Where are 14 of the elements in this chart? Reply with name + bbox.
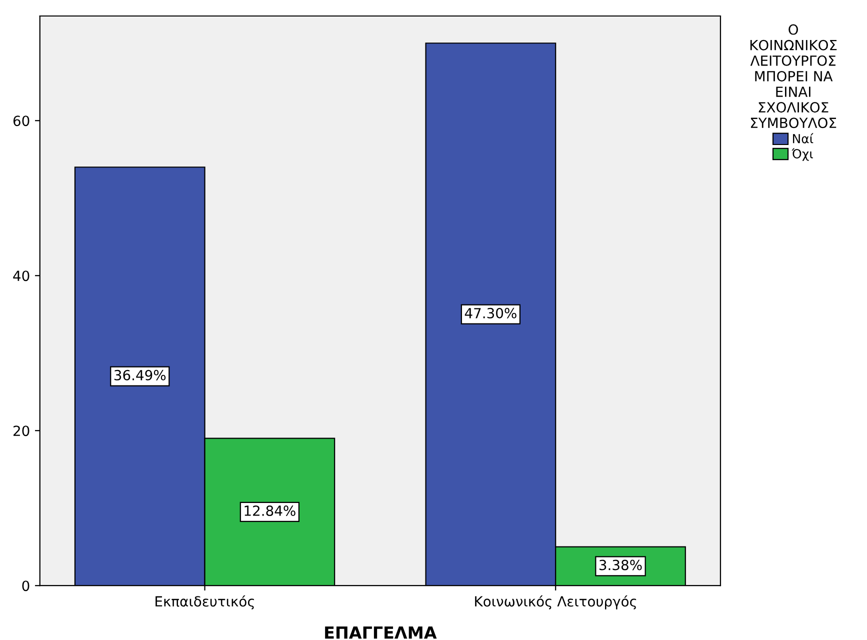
annotation: 47.30% — [464, 308, 516, 318]
y-tick-label: 0 — [22, 580, 30, 592]
legend-label: Όχι — [792, 148, 813, 161]
legend-title: Ο ΚΟΙΝΩΝΙΚΟΣ ΛΕΙΤΟΥΡΓΟΣ ΜΠΟΡΕΙ ΝΑ ΕΙΝΑΙ ΣΧΟΛΙΚΟΣ ΣΥΜΒΟΥΛΟΣ — [750, 24, 837, 128]
legend-label: Ναί — [792, 133, 814, 144]
annotation: 12.84% — [244, 506, 296, 516]
x-axis-title: ΕΠΑΓΓΕΛΜΑ — [325, 626, 437, 639]
x-tick-label: Κοινωνικός Λειτουργός — [475, 595, 636, 610]
annotation: 36.49% — [114, 370, 166, 380]
y-tick-label: 20 — [14, 426, 30, 436]
y-tick-label: 60 — [13, 116, 30, 126]
y-tick-label: 40 — [13, 270, 30, 282]
annotation: 3.38% — [599, 560, 642, 570]
x-tick-label: Εκπαιδευτικός — [156, 595, 254, 610]
